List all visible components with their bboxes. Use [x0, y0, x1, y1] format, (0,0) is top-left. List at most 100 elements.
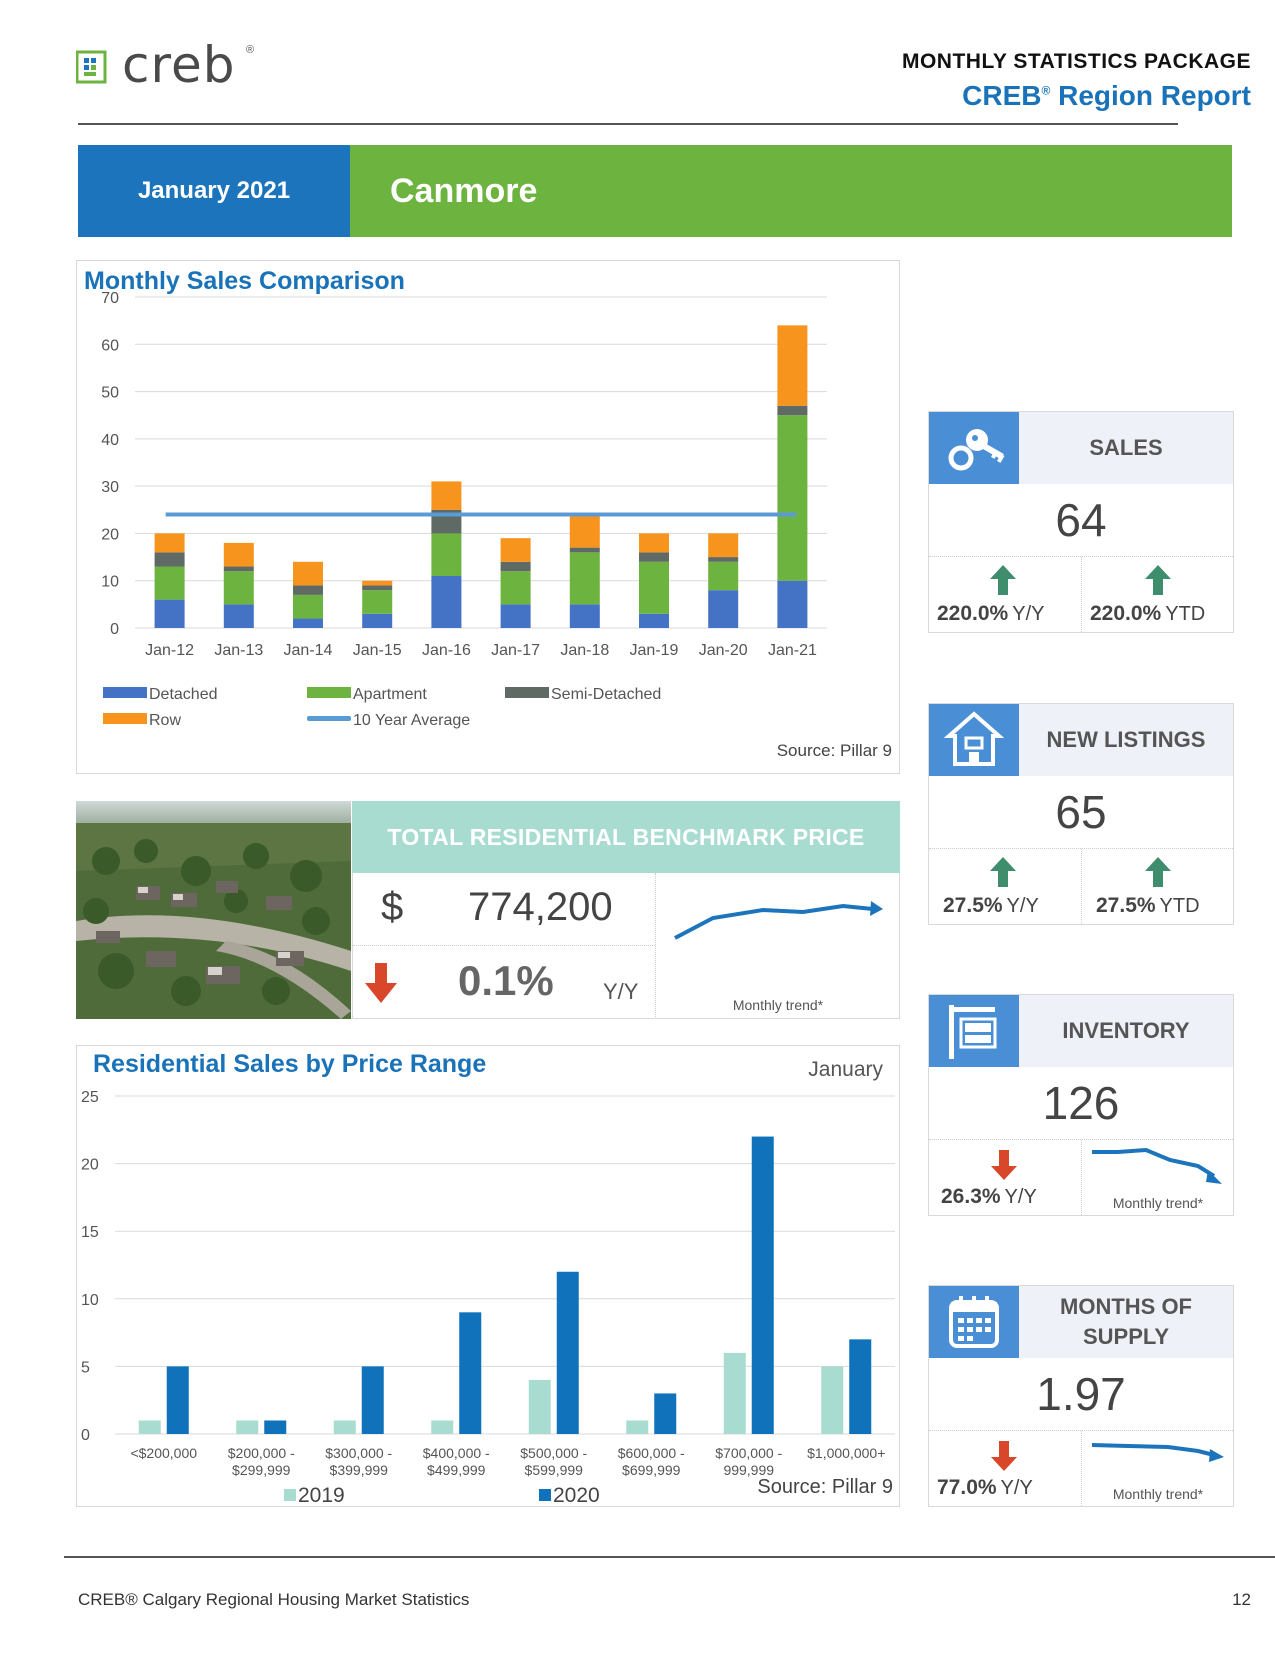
legend-swatch: [103, 713, 147, 724]
bar-segment-row: [708, 533, 739, 558]
footer-text: CREB® Calgary Regional Housing Market St…: [78, 1590, 470, 1609]
bar-segment-detached: [362, 613, 393, 628]
bar-segment-detached: [639, 613, 669, 628]
bar-segment-apartment: [708, 561, 739, 591]
bar-segment-semi-detached: [569, 547, 600, 553]
y-tick-label: 60: [101, 337, 119, 354]
legend-label: Detached: [149, 686, 218, 703]
x-tick-label: $1,000,000+: [807, 1445, 885, 1461]
x-tick-label: Jan-17: [491, 642, 540, 659]
x-tick-label: Jan-21: [768, 642, 817, 659]
x-tick-label: 999,999: [723, 1462, 774, 1478]
inventory-title: INVENTORY: [1019, 995, 1233, 1067]
bar-segment-apartment: [154, 566, 185, 600]
down-arrow-icon: [991, 1441, 1017, 1476]
bar-segment-row: [500, 538, 531, 562]
benchmark-trend-label: Monthly trend*: [732, 997, 824, 1013]
legend-label: Semi-Detached: [551, 686, 661, 703]
page-number: 12: [1232, 1590, 1251, 1609]
benchmark-price-row: $ 774,200: [353, 873, 655, 946]
legend-label: Apartment: [353, 686, 427, 703]
x-tick-label: $699,999: [622, 1462, 681, 1478]
sales-value: 64: [1055, 494, 1107, 546]
bar-segment-apartment: [362, 590, 393, 614]
legend-swatch: [307, 687, 351, 698]
footer-divider: [64, 1556, 1275, 1558]
logo-registered-mark: ®: [246, 44, 255, 56]
bar-2019: [821, 1366, 844, 1434]
monthly-sales-chart: 0 10 20 30 40 50 60 70 Jan-12 Jan-13 Jan-14 Jan-15 J…: [101, 290, 827, 729]
x-tick-label: Jan-16: [422, 642, 471, 659]
legend-swatch: [284, 1489, 296, 1501]
bar-segment-row: [293, 561, 323, 586]
bar-2019: [626, 1420, 649, 1434]
y-tick-label: 15: [81, 1224, 99, 1241]
bar-segment-apartment: [777, 415, 808, 581]
bar-segment-apartment: [431, 533, 462, 576]
bar-segment-semi-detached: [500, 561, 531, 572]
months-of-supply-card: MONTHS OF SUPPLY 1.97 77.0% Y/Y Monthly t…: [928, 1285, 1234, 1507]
x-tick-label: Jan-12: [145, 642, 194, 659]
sales-yy: 220.0% Y/Y: [937, 602, 1045, 625]
bar-2020: [751, 1136, 774, 1434]
monthly-sales-source: Source: Pillar 9: [776, 741, 892, 760]
y-tick-label: 0: [110, 621, 119, 638]
monthly-sales-title: Monthly Sales Comparison: [84, 267, 405, 295]
inventory-value: 126: [1042, 1077, 1120, 1129]
benchmark-currency: $: [381, 885, 404, 929]
region-name: Canmore: [350, 145, 1232, 237]
bar-segment-detached: [154, 599, 185, 628]
creb-logo-icon: [75, 48, 108, 84]
bar-2019: [431, 1420, 454, 1434]
new-listings-card: NEW LISTINGS 65 27.5% Y/Y 27.5% YTD: [928, 703, 1234, 925]
x-tick-label: $399,999: [330, 1462, 389, 1478]
legend-label: 2019: [298, 1484, 345, 1506]
price-range-panel: Residential Sales by Price Range January…: [76, 1045, 900, 1507]
house-icon: [929, 704, 1019, 776]
months-of-supply-value: 1.97: [1036, 1368, 1126, 1420]
price-range-chart: 0 5 10 15 20 25 <$200,000 $200,000 -$299,999 $30…: [81, 1089, 895, 1506]
package-title: MONTHLY STATISTICS PACKAGE: [901, 50, 1251, 73]
bar-segment-semi-detached: [708, 557, 739, 562]
y-tick-label: 25: [81, 1089, 99, 1106]
legend-swatch: [307, 716, 351, 721]
months-of-supply-title: MONTHS OF SUPPLY: [1019, 1286, 1233, 1358]
down-arrow-icon: [363, 963, 399, 1008]
inventory-card: INVENTORY 126 26.3% Y/Y Monthly trend*: [928, 994, 1234, 1216]
bar-2020: [556, 1271, 579, 1434]
bar-segment-apartment: [223, 571, 254, 605]
bar-2020: [361, 1366, 384, 1434]
bar-segment-row: [639, 533, 669, 553]
x-tick-label: $400,000 -: [423, 1445, 490, 1461]
bar-segment-semi-detached: [362, 585, 393, 591]
y-tick-label: 40: [101, 432, 119, 449]
bar-2020: [264, 1420, 287, 1434]
x-tick-label: Jan-13: [214, 642, 263, 659]
bar-segment-detached: [293, 618, 323, 628]
inventory-yy: 26.3% Y/Y: [941, 1185, 1037, 1208]
bar-2019: [236, 1420, 259, 1434]
new-listings-ytd: 27.5% YTD: [1096, 894, 1200, 917]
new-listings-yy: 27.5% Y/Y: [943, 894, 1039, 917]
legend-swatch: [103, 687, 147, 698]
x-tick-label: $599,999: [525, 1462, 584, 1478]
y-tick-label: 5: [81, 1359, 90, 1376]
bar-segment-detached: [500, 604, 531, 628]
bar-segment-semi-detached: [639, 552, 669, 562]
bar-segment-row: [431, 481, 462, 510]
bar-segment-semi-detached: [293, 585, 323, 595]
up-arrow-icon: [989, 857, 1017, 892]
bar-segment-row: [362, 580, 393, 586]
up-arrow-icon: [1144, 857, 1172, 892]
y-tick-label: 50: [101, 385, 119, 402]
monthly-sales-panel: Monthly Sales Comparison 0 10 20 30 40 50 60 70…: [76, 260, 900, 774]
bar-segment-detached: [569, 604, 600, 628]
bar-segment-semi-detached: [154, 552, 185, 567]
x-tick-label: Jan-18: [560, 642, 609, 659]
y-tick-label: 0: [81, 1427, 90, 1444]
benchmark-panel: $ 774,200 0.1% Y/Y Monthly trend*: [352, 873, 900, 1019]
bar-2020: [459, 1312, 482, 1434]
bar-segment-semi-detached: [777, 405, 808, 416]
bar-segment-apartment: [569, 552, 600, 605]
bar-segment-semi-detached: [223, 566, 254, 572]
